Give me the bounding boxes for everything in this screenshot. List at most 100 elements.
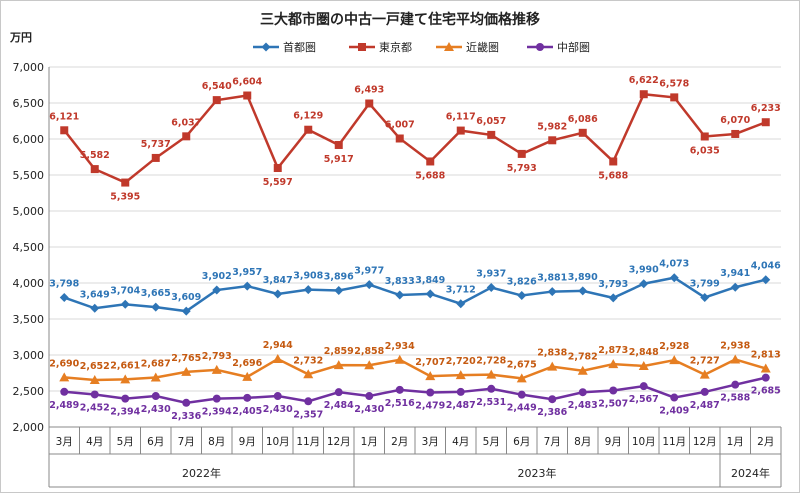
data-label: 2,690 xyxy=(49,358,79,369)
data-point xyxy=(243,393,252,402)
data-point xyxy=(303,285,313,295)
x-tick-label: 1月 xyxy=(361,436,378,448)
data-label: 2,484 xyxy=(324,400,354,411)
data-point xyxy=(242,281,252,291)
data-point xyxy=(731,380,740,389)
data-label: 3,937 xyxy=(476,269,506,280)
data-label: 6,037 xyxy=(171,117,201,128)
data-label: 2,452 xyxy=(80,402,110,413)
data-point xyxy=(670,93,679,102)
legend-label: 近畿圏 xyxy=(466,40,499,54)
data-point xyxy=(608,293,618,303)
data-label: 2,449 xyxy=(507,403,537,414)
data-point xyxy=(608,359,619,369)
data-point xyxy=(365,99,374,108)
data-label: 2,394 xyxy=(110,407,140,418)
data-label: 2,405 xyxy=(232,406,262,417)
data-label: 5,597 xyxy=(263,177,293,188)
y-tick-label: 5,000 xyxy=(13,205,45,218)
data-label: 2,873 xyxy=(598,345,628,356)
x-tick-label: 12月 xyxy=(693,436,717,448)
x-tick-label: 2月 xyxy=(391,436,408,448)
data-label: 6,578 xyxy=(659,78,689,89)
y-tick-label: 6,000 xyxy=(13,133,45,146)
data-point xyxy=(59,293,69,303)
data-point xyxy=(151,392,160,401)
series-line-首都圏 xyxy=(63,276,767,313)
data-label: 2,487 xyxy=(446,400,476,411)
data-point xyxy=(609,386,618,395)
legend-label: 首都圏 xyxy=(283,40,316,54)
data-label: 6,622 xyxy=(629,75,659,86)
data-point xyxy=(639,382,648,391)
data-point xyxy=(273,392,282,401)
legend-label: 中部圏 xyxy=(557,40,590,54)
data-label: 2,489 xyxy=(49,400,79,411)
data-point xyxy=(273,164,282,173)
data-label: 3,849 xyxy=(415,275,445,286)
data-point xyxy=(364,360,375,370)
data-label: 6,129 xyxy=(293,111,323,122)
data-point xyxy=(547,287,557,297)
data-label: 2,430 xyxy=(263,404,293,415)
y-tick-label: 3,000 xyxy=(13,349,45,362)
data-label: 2,938 xyxy=(720,340,750,351)
data-label: 3,941 xyxy=(720,268,750,279)
data-point xyxy=(516,373,527,383)
data-label: 2,793 xyxy=(202,351,232,362)
x-tick-label: 7月 xyxy=(544,436,561,448)
x-tick-label: 9月 xyxy=(239,436,256,448)
data-label: 3,665 xyxy=(141,288,171,299)
x-tick-label: 6月 xyxy=(513,436,530,448)
data-point xyxy=(761,373,770,382)
data-label: 5,737 xyxy=(141,139,171,150)
data-point xyxy=(731,129,740,138)
data-label: 6,233 xyxy=(751,103,781,114)
data-label: 2,765 xyxy=(171,353,201,364)
x-tick-label: 3月 xyxy=(422,436,439,448)
data-label: 2,516 xyxy=(385,398,415,409)
data-point xyxy=(364,280,374,290)
data-label: 2,696 xyxy=(232,358,262,369)
data-point xyxy=(212,96,221,105)
data-point xyxy=(669,273,679,283)
data-point xyxy=(358,43,366,51)
y-tick-label: 6,500 xyxy=(13,97,45,110)
y-tick-label: 2,000 xyxy=(13,421,45,434)
y-tick-label: 4,000 xyxy=(13,277,45,290)
data-label: 2,727 xyxy=(690,356,720,367)
data-point xyxy=(639,279,649,289)
legend: 首都圏 東京都 近畿圏 中部圏 xyxy=(253,40,590,54)
data-label: 2,858 xyxy=(354,346,384,357)
data-point xyxy=(90,303,100,313)
data-point xyxy=(261,42,271,52)
data-label: 3,957 xyxy=(232,267,262,278)
data-point xyxy=(517,390,526,399)
data-label: 6,035 xyxy=(690,145,720,156)
data-label: 3,833 xyxy=(385,276,415,287)
data-point xyxy=(487,130,496,139)
data-point xyxy=(212,285,222,295)
data-point xyxy=(333,360,344,370)
data-label: 6,493 xyxy=(354,85,384,96)
data-label: 3,847 xyxy=(263,275,293,286)
x-tick-label: 5月 xyxy=(483,436,500,448)
data-label: 3,712 xyxy=(446,285,476,296)
data-label: 5,582 xyxy=(80,150,110,161)
data-point xyxy=(760,363,771,373)
data-label: 4,073 xyxy=(659,259,689,270)
data-label: 6,070 xyxy=(720,115,750,126)
x-tick-label: 10月 xyxy=(266,436,290,448)
data-label: 6,121 xyxy=(49,111,79,122)
data-point xyxy=(517,149,526,158)
data-point xyxy=(304,397,313,406)
x-tick-label: 5月 xyxy=(117,436,134,448)
data-label: 2,944 xyxy=(263,340,293,351)
data-point xyxy=(211,364,222,374)
data-label: 2,409 xyxy=(659,406,689,417)
x-tick-label: 6月 xyxy=(147,436,164,448)
data-point xyxy=(150,372,161,382)
x-tick-label: 8月 xyxy=(574,436,591,448)
data-point xyxy=(426,157,435,166)
data-label: 5,982 xyxy=(537,121,567,132)
